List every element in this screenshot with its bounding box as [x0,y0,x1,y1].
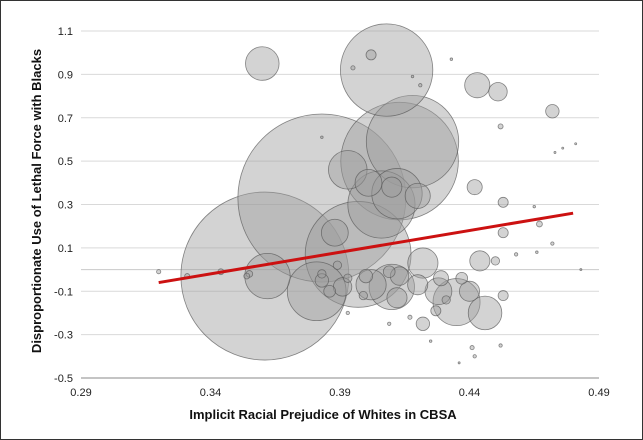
x-tick-labels: 0.29 0.34 0.39 0.44 0.49 [70,387,609,399]
bubble-point [410,74,415,79]
bubble-point [498,343,503,348]
bubble-point [382,265,396,279]
bubble-point [350,65,356,71]
bubble-point [490,256,500,266]
bubble-point [237,113,407,283]
bubble-point [404,182,431,209]
y-tick-labels: -0.5 -0.3 -0.1 0.1 0.3 0.5 0.7 0.9 1.1 [54,26,73,385]
bubble-point [244,252,291,300]
x-axis-title: Implicit Racial Prejudice of Whites in C… [189,407,457,422]
bubble-point [386,287,408,309]
bubble-point [553,151,557,154]
bubble-point [467,295,503,331]
bubble-point [323,284,336,298]
bubble-point [314,273,329,288]
bubble-point [387,321,392,326]
bubble-point [156,269,162,275]
bubble-point [497,123,504,130]
bubble-point [245,46,280,81]
trendline [158,211,574,285]
bubble-point [407,274,429,296]
bubble-point [358,290,368,301]
bubble-point [579,268,583,271]
bubble-point [455,271,469,285]
y-tick-label: -0.5 [54,373,73,385]
bubble-point [381,176,403,198]
y-tick-label: 0.7 [58,113,73,125]
y-tick-label: 0.9 [58,69,73,81]
bubble-point [472,354,477,359]
bubble-point [488,82,508,102]
x-tick-label: 0.49 [588,387,609,399]
bubble-point [535,250,539,254]
bubble-point [320,218,349,247]
bubble-point [561,146,565,150]
bubble-point [243,272,251,280]
bubble-point [332,260,343,270]
x-tick-label: 0.29 [70,387,91,399]
bubble-point [514,252,519,257]
bubble-point [469,345,475,351]
bubble-point [497,196,509,208]
bubble-point [340,23,434,117]
bubble-point [449,57,454,61]
bubble-point [368,263,415,310]
bubble-point [469,250,491,272]
bubble-point [407,314,413,320]
bubble-point [532,205,536,209]
y-tick-label: -0.1 [54,286,73,298]
bubble-series [156,23,583,365]
x-tick-label: 0.39 [329,387,350,399]
y-tick-label: 0.3 [58,200,73,212]
bubble-point [365,95,460,189]
bubble-point [430,305,442,317]
bubble-point [466,179,483,196]
bubble-point [347,170,416,239]
y-tick-label: 0.1 [58,243,73,255]
bubble-point [180,191,350,361]
bubble-point [317,269,327,279]
bubble-point [355,269,387,301]
y-tick-label: 0.5 [58,156,73,168]
bubble-point [354,168,383,197]
bubble-point [459,280,480,302]
y-axis-title: Disproportionate Use of Lethal Force wit… [29,49,44,353]
bubble-point [286,261,347,322]
bubble-point [358,268,374,284]
bubble-point [343,273,353,283]
bubble-point [497,227,509,239]
bubble-point [574,142,578,146]
bubble-point [464,72,491,99]
x-tick-label: 0.34 [200,387,221,399]
bubble-point [428,339,433,343]
bubble-point [415,316,431,331]
bubble-point [497,290,509,302]
y-tick-label: 1.1 [58,26,73,38]
x-tick-label: 0.44 [459,387,480,399]
y-tick-label: -0.3 [54,330,73,342]
bubble-point [407,247,439,279]
bubble-point [545,104,560,119]
bubble-point [418,83,423,88]
bubble-point [365,49,377,61]
bubble-point [304,201,412,308]
bubble-point [441,295,451,305]
bubble-point [550,241,555,246]
bubble-point [433,270,449,287]
bubble-point [320,135,324,139]
bubble-point [536,220,543,228]
bubble-point [371,168,423,220]
bubble-point [457,361,461,365]
bubble-point [345,310,350,316]
